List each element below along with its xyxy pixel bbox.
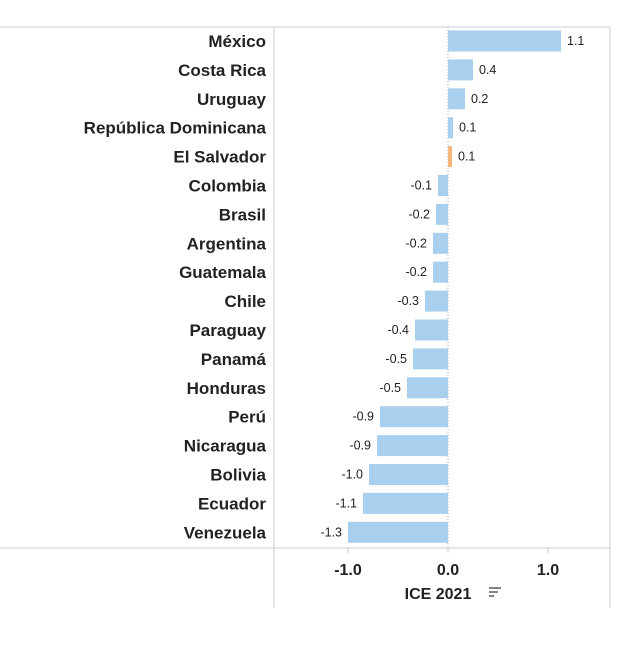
category-label: Argentina bbox=[187, 234, 267, 253]
value-labels: 1.1 0.4 0.2 0.1 0.1 -0.1 -0.2 -0.2 -0.2 -0.3 -0.4 -… bbox=[320, 34, 584, 539]
value-label: 0.1 bbox=[459, 121, 476, 135]
bar[interactable] bbox=[448, 59, 473, 81]
sort-descending-icon[interactable] bbox=[489, 587, 501, 597]
x-axis-ticks: -1.0 0.0 1.0 bbox=[334, 548, 559, 579]
value-label: 1.1 bbox=[567, 34, 584, 48]
bar[interactable] bbox=[413, 348, 448, 370]
category-label: Honduras bbox=[187, 379, 266, 398]
bar[interactable] bbox=[363, 492, 448, 514]
category-label: Bolivia bbox=[210, 466, 266, 485]
value-label: -0.1 bbox=[410, 179, 432, 193]
bar[interactable] bbox=[436, 203, 448, 225]
category-label: Paraguay bbox=[189, 321, 266, 340]
bar[interactable] bbox=[448, 30, 561, 52]
bar[interactable] bbox=[369, 464, 448, 485]
value-label: 0.1 bbox=[458, 150, 475, 164]
bar[interactable] bbox=[448, 88, 465, 110]
category-label: Perú bbox=[228, 408, 266, 427]
value-label: -1.3 bbox=[320, 525, 342, 539]
bar[interactable] bbox=[377, 435, 448, 457]
bar[interactable] bbox=[407, 377, 448, 399]
category-label: Nicaragua bbox=[184, 437, 267, 456]
value-label: -0.9 bbox=[352, 410, 374, 424]
value-label: 0.2 bbox=[471, 92, 488, 106]
category-label: Brasil bbox=[219, 205, 266, 224]
category-label: Ecuador bbox=[198, 494, 266, 513]
bar-series bbox=[348, 30, 561, 543]
value-label: -0.2 bbox=[405, 236, 427, 250]
category-label: Panamá bbox=[201, 350, 267, 369]
bar[interactable] bbox=[433, 261, 448, 283]
value-label: -1.0 bbox=[341, 468, 363, 482]
x-tick-label: -1.0 bbox=[334, 562, 362, 579]
bar[interactable] bbox=[348, 521, 448, 543]
category-label: Colombia bbox=[189, 177, 267, 196]
value-label: -0.5 bbox=[385, 352, 407, 366]
value-label: -0.5 bbox=[379, 381, 401, 395]
bar[interactable] bbox=[448, 117, 453, 139]
category-label: Costa Rica bbox=[178, 61, 266, 80]
value-label: -0.2 bbox=[405, 265, 427, 279]
value-label: -1.1 bbox=[335, 496, 357, 510]
bar[interactable] bbox=[425, 290, 448, 312]
bar[interactable] bbox=[438, 175, 448, 196]
category-label: Venezuela bbox=[184, 523, 267, 542]
value-label: -0.2 bbox=[408, 207, 430, 221]
value-label: 0.4 bbox=[479, 63, 496, 77]
x-tick-label: 0.0 bbox=[437, 562, 459, 579]
category-label: Guatemala bbox=[179, 263, 266, 282]
x-tick-label: 1.0 bbox=[537, 562, 559, 579]
value-label: -0.9 bbox=[349, 439, 371, 453]
x-axis-title: ICE 2021 bbox=[405, 586, 472, 603]
category-label: El Salvador bbox=[173, 148, 266, 167]
value-label: -0.4 bbox=[387, 323, 409, 337]
category-label: República Dominicana bbox=[84, 119, 267, 138]
chart-frame bbox=[0, 26, 611, 608]
category-label: México bbox=[208, 32, 266, 51]
category-labels: México Costa Rica Uruguay República Dominic… bbox=[84, 32, 267, 542]
bar[interactable] bbox=[448, 146, 452, 168]
bar[interactable] bbox=[433, 232, 448, 254]
value-label: -0.3 bbox=[397, 294, 419, 308]
category-label: Chile bbox=[224, 292, 266, 311]
bar[interactable] bbox=[380, 406, 448, 428]
bar[interactable] bbox=[415, 319, 448, 341]
category-label: Uruguay bbox=[197, 90, 267, 109]
